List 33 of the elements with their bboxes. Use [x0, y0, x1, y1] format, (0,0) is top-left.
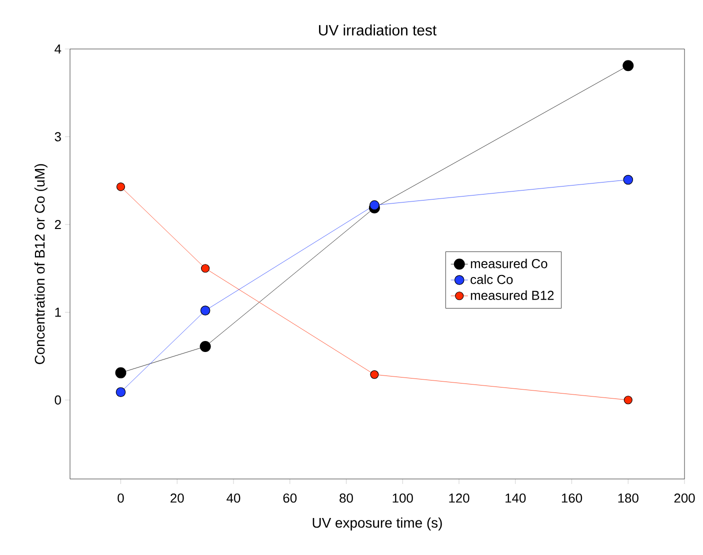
legend-label: measured B12 [470, 290, 554, 300]
x-tick-label: 20 [170, 494, 184, 503]
legend-label: calc Co [470, 274, 513, 284]
point [624, 396, 632, 404]
point [200, 340, 211, 352]
y-axis-title: Concentration of B12 or Co (uM) [34, 164, 48, 364]
x-tick-label: 80 [340, 494, 353, 503]
point [115, 367, 126, 378]
point [370, 370, 379, 379]
x-tick-label: 180 [618, 494, 638, 503]
x-tick-label: 200 [674, 494, 695, 503]
point [623, 174, 634, 185]
point [201, 264, 210, 273]
point [370, 200, 380, 210]
x-tick-label: 160 [562, 494, 582, 503]
legend-label: measured Co [470, 258, 548, 268]
point [116, 387, 126, 398]
y-tick-label: 1 [55, 308, 61, 317]
x-tick-label: 0 [118, 494, 124, 503]
chart-title: UV irradiation test [319, 24, 437, 36]
x-tick-label: 40 [226, 494, 240, 503]
x-tick-label: 120 [449, 494, 470, 503]
point [116, 182, 126, 192]
x-axis-title: UV exposure time (s) [312, 518, 442, 531]
y-tick-label: 4 [54, 44, 62, 54]
y-tick-label: 3 [54, 132, 61, 142]
x-tick-label: 140 [506, 494, 526, 503]
x-tick-label: 100 [392, 494, 413, 503]
y-tick-label: 0 [54, 395, 61, 405]
point [622, 60, 634, 72]
y-tick-label: 2 [54, 220, 61, 230]
x-tick-label: 60 [283, 494, 297, 503]
point [200, 306, 210, 316]
